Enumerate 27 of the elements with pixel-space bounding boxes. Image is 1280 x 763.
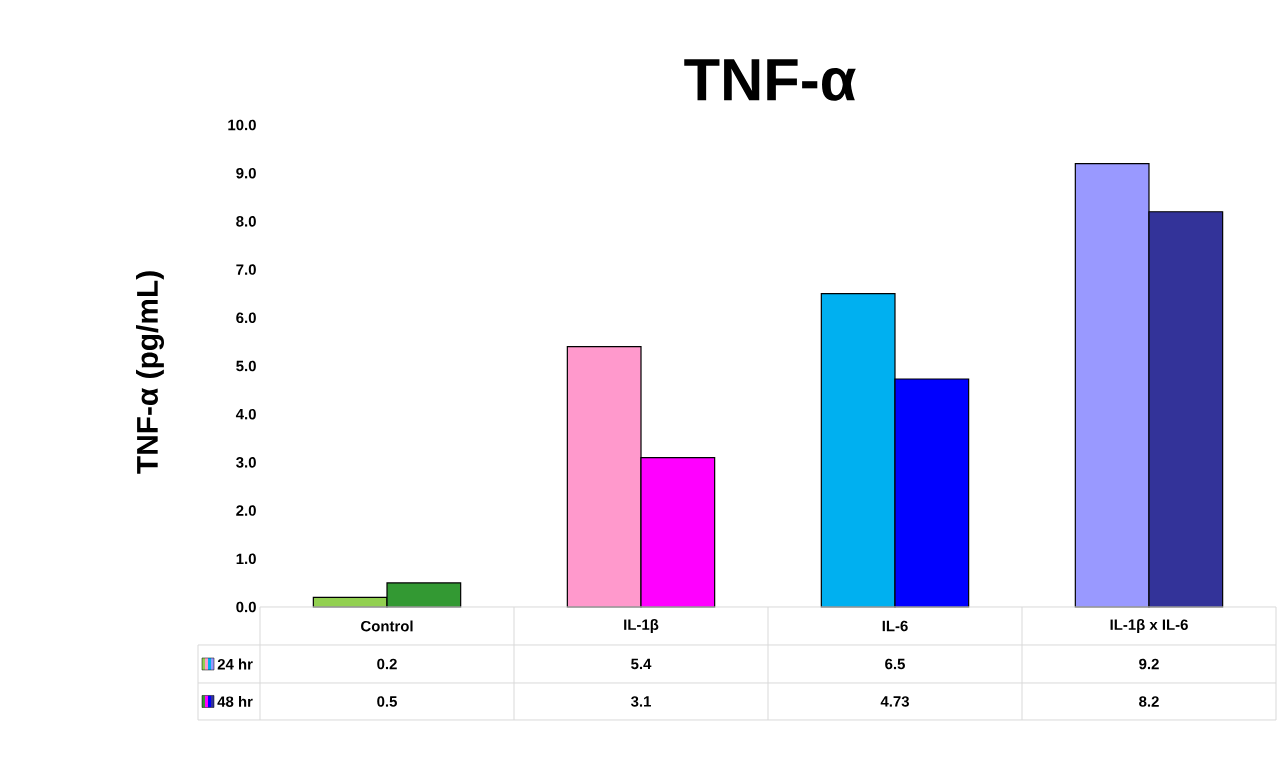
x-tick-label: IL-6 xyxy=(882,620,908,632)
y-tick-label: 9.0 xyxy=(236,167,256,179)
data-label: 0.2 xyxy=(377,658,397,670)
data-label: 8.2 xyxy=(1139,696,1159,707)
y-tick-label: 5.0 xyxy=(236,360,256,372)
data-label: 0.5 xyxy=(377,696,397,707)
y-tick-label: 4.0 xyxy=(235,408,256,420)
chart-title: TNF-α xyxy=(684,59,856,101)
y-tick-label: 8.0 xyxy=(236,216,256,227)
y-tick-label: 7.0 xyxy=(236,264,256,275)
data-label: 5.4 xyxy=(631,658,652,670)
data-label: 9.2 xyxy=(1139,658,1159,670)
x-tick-label: Control xyxy=(361,620,413,632)
y-axis-title: TNF-α (pg/mL) xyxy=(136,271,164,474)
legend-label: 24 hr xyxy=(217,658,253,670)
y-tick-label: 1.0 xyxy=(236,553,256,565)
data-label: 4.73 xyxy=(880,696,909,707)
y-tick-label: 6.0 xyxy=(236,312,256,324)
legend-label: 48 hr xyxy=(217,696,253,707)
y-tick-label: 10.0 xyxy=(228,119,256,131)
x-tick-label: IL-1β xyxy=(624,619,659,633)
data-label: 3.1 xyxy=(630,696,651,707)
y-tick-label: 0.0 xyxy=(236,601,256,613)
y-tick-label: 3.0 xyxy=(236,457,256,468)
x-tick-label: IL-1β x IL-6 xyxy=(1110,619,1188,633)
y-tick-label: 2.0 xyxy=(236,505,256,516)
data-label: 6.5 xyxy=(885,658,905,670)
